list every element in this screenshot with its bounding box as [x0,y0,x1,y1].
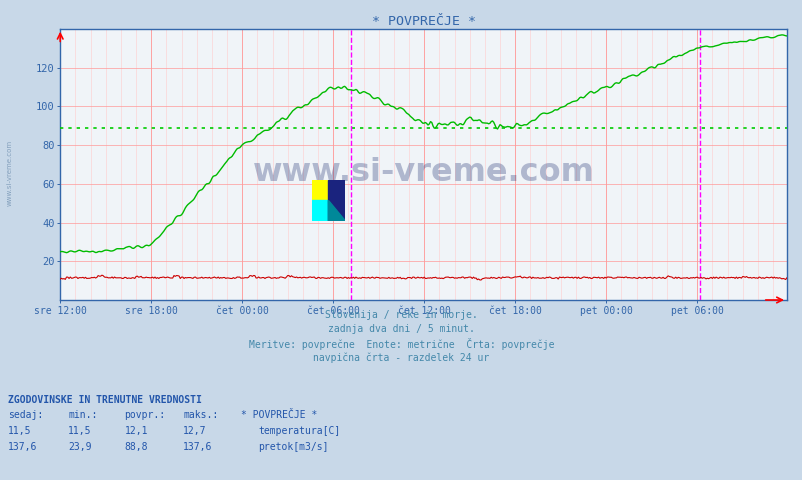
Text: 11,5: 11,5 [8,426,31,436]
Text: 12,1: 12,1 [124,426,148,436]
Text: 137,6: 137,6 [183,442,213,452]
Bar [328,180,345,221]
Text: 137,6: 137,6 [8,442,38,452]
Text: povpr.:: povpr.: [124,410,165,420]
Title: * POVPREČJE *: * POVPREČJE * [371,14,475,28]
Text: 23,9: 23,9 [68,442,91,452]
Text: temperatura[C]: temperatura[C] [258,426,340,436]
Bar [311,201,328,221]
Text: www.si-vreme.com: www.si-vreme.com [253,157,593,188]
Text: sedaj:: sedaj: [8,410,43,420]
Bar [311,180,328,201]
Text: * POVPREČJE *: * POVPREČJE * [241,410,317,420]
Text: navpična črta - razdelek 24 ur: navpična črta - razdelek 24 ur [313,353,489,363]
Text: 88,8: 88,8 [124,442,148,452]
Text: 11,5: 11,5 [68,426,91,436]
Text: www.si-vreme.com: www.si-vreme.com [6,140,13,206]
Text: min.:: min.: [68,410,98,420]
Text: pretok[m3/s]: pretok[m3/s] [258,442,329,452]
Text: Slovenija / reke in morje.: Slovenija / reke in morje. [325,310,477,320]
Text: 12,7: 12,7 [183,426,206,436]
Text: Meritve: povprečne  Enote: metrične  Črta: povprečje: Meritve: povprečne Enote: metrične Črta:… [249,338,553,350]
Text: maks.:: maks.: [183,410,218,420]
Polygon shape [328,201,345,221]
Text: zadnja dva dni / 5 minut.: zadnja dva dni / 5 minut. [328,324,474,334]
Text: ZGODOVINSKE IN TRENUTNE VREDNOSTI: ZGODOVINSKE IN TRENUTNE VREDNOSTI [8,395,201,405]
